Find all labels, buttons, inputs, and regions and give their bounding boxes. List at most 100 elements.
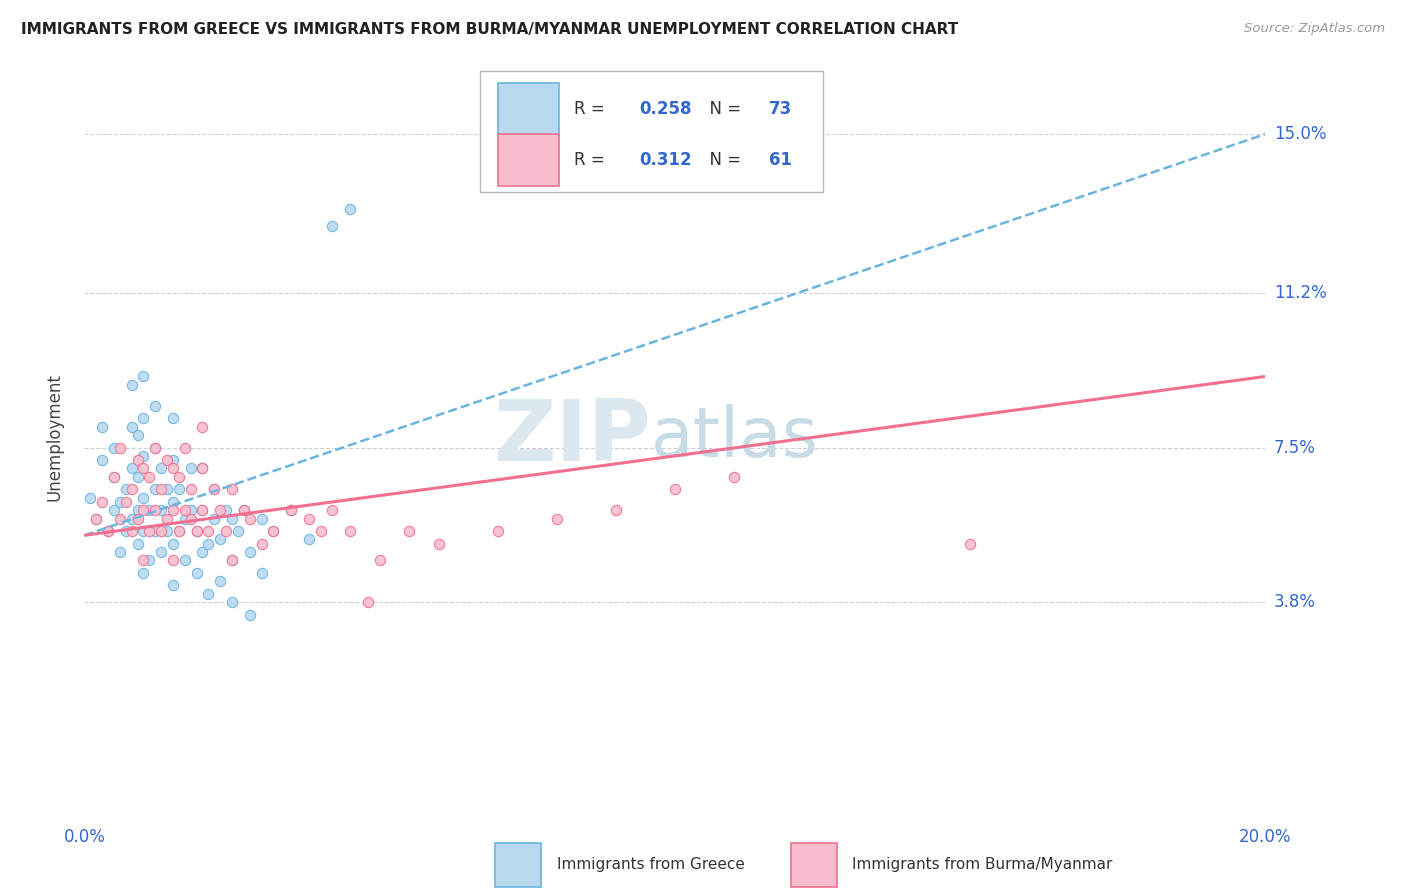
Point: [138, 470, 160, 484]
Point: [91, 495, 114, 509]
FancyBboxPatch shape: [498, 134, 560, 186]
Point: [121, 511, 143, 525]
Point: [132, 503, 155, 517]
Point: [132, 491, 155, 505]
Point: [127, 453, 149, 467]
Point: [202, 483, 225, 497]
Point: [150, 503, 173, 517]
Point: [173, 503, 195, 517]
Point: [132, 449, 155, 463]
Point: [132, 524, 155, 538]
Point: [173, 441, 195, 455]
Text: 61: 61: [769, 151, 793, 169]
Text: 20.0%: 20.0%: [1239, 828, 1292, 846]
Point: [108, 511, 131, 525]
Point: [132, 411, 155, 425]
Point: [605, 503, 627, 517]
Point: [191, 503, 214, 517]
Point: [91, 453, 114, 467]
Point: [79, 491, 101, 505]
Point: [121, 524, 143, 538]
Point: [221, 553, 243, 567]
Point: [162, 461, 184, 475]
Point: [232, 503, 254, 517]
Point: [162, 553, 184, 567]
Point: [121, 461, 143, 475]
Point: [180, 503, 202, 517]
Point: [215, 524, 238, 538]
Point: [191, 503, 214, 517]
Point: [191, 419, 214, 434]
Text: N =: N =: [699, 151, 745, 169]
Point: [167, 524, 190, 538]
Point: [150, 461, 173, 475]
Text: IMMIGRANTS FROM GREECE VS IMMIGRANTS FROM BURMA/MYANMAR UNEMPLOYMENT CORRELATION: IMMIGRANTS FROM GREECE VS IMMIGRANTS FRO…: [21, 22, 959, 37]
Point: [132, 566, 155, 580]
Point: [114, 495, 136, 509]
Point: [162, 495, 184, 509]
Text: 0.258: 0.258: [640, 100, 692, 118]
Point: [250, 536, 273, 550]
Point: [143, 441, 166, 455]
Point: [221, 511, 243, 525]
Point: [127, 536, 149, 550]
Point: [209, 574, 232, 589]
Point: [127, 428, 149, 442]
Point: [84, 511, 107, 525]
Point: [167, 483, 190, 497]
Text: Source: ZipAtlas.com: Source: ZipAtlas.com: [1244, 22, 1385, 36]
Point: [209, 503, 232, 517]
Point: [97, 524, 120, 538]
Point: [186, 524, 208, 538]
Point: [368, 553, 391, 567]
Point: [143, 441, 166, 455]
Y-axis label: Unemployment: Unemployment: [45, 373, 63, 501]
Point: [321, 503, 343, 517]
Point: [239, 545, 262, 559]
FancyBboxPatch shape: [495, 844, 541, 887]
Point: [398, 524, 420, 538]
Point: [239, 607, 262, 622]
Point: [121, 377, 143, 392]
Point: [664, 483, 686, 497]
Point: [173, 553, 195, 567]
Point: [486, 524, 509, 538]
FancyBboxPatch shape: [498, 83, 560, 136]
Point: [280, 503, 302, 517]
Point: [202, 511, 225, 525]
Text: 7.5%: 7.5%: [1274, 439, 1316, 457]
Point: [91, 419, 114, 434]
Point: [191, 461, 214, 475]
Point: [202, 483, 225, 497]
Point: [150, 545, 173, 559]
Text: R =: R =: [575, 100, 610, 118]
Text: atlas: atlas: [651, 403, 820, 471]
Point: [121, 419, 143, 434]
Point: [250, 566, 273, 580]
Point: [546, 511, 568, 525]
Point: [357, 595, 380, 609]
Point: [262, 524, 284, 538]
Point: [138, 524, 160, 538]
Point: [114, 483, 136, 497]
Point: [97, 524, 120, 538]
Point: [108, 441, 131, 455]
Point: [132, 369, 155, 384]
Text: 3.8%: 3.8%: [1274, 593, 1316, 611]
Point: [132, 461, 155, 475]
Point: [143, 503, 166, 517]
Point: [250, 511, 273, 525]
Point: [339, 524, 361, 538]
Point: [191, 461, 214, 475]
Point: [723, 169, 745, 183]
Point: [162, 411, 184, 425]
Point: [127, 511, 149, 525]
Point: [167, 524, 190, 538]
Point: [209, 533, 232, 547]
Point: [156, 453, 179, 467]
Point: [143, 524, 166, 538]
Text: Immigrants from Burma/Myanmar: Immigrants from Burma/Myanmar: [852, 857, 1112, 872]
Point: [132, 553, 155, 567]
Point: [173, 511, 195, 525]
Point: [103, 503, 125, 517]
